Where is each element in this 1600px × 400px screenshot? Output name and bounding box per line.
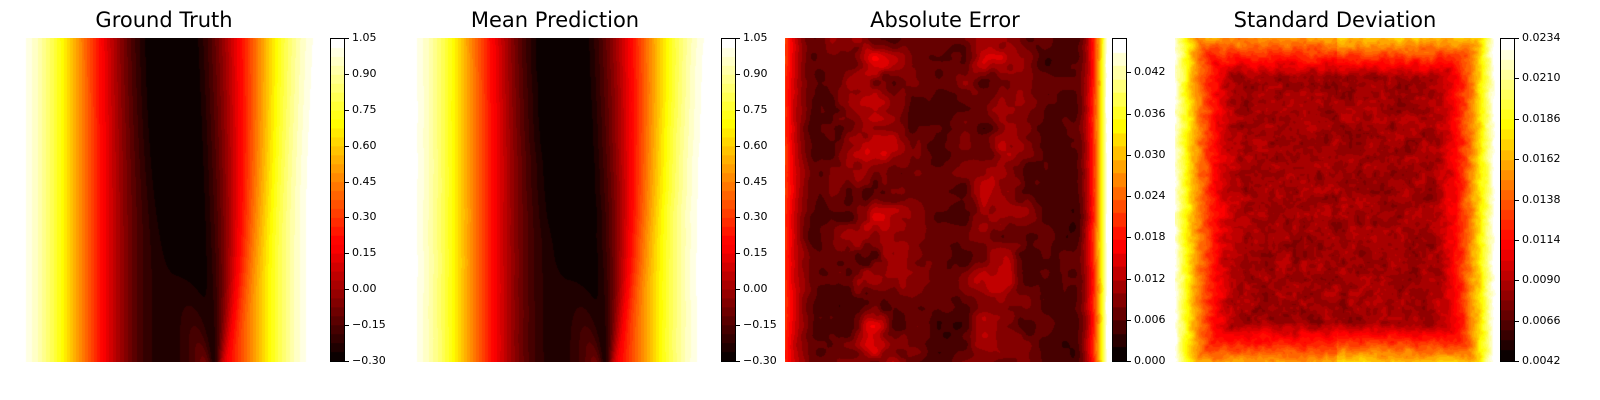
colorbar [1112,38,1127,362]
tick-mark [345,38,349,39]
chart-title: Ground Truth [95,8,233,32]
tick-mark [345,253,349,254]
chart-title: Absolute Error [870,8,1020,32]
tick-label: 0.0186 [1522,112,1561,125]
tick-label: 0.0138 [1522,193,1561,206]
tick-mark [345,182,349,183]
colorbar [721,38,736,362]
colorbar-ticks: −0.30 −0.15 0.00 0.15 0.30 0.45 0.60 0.75 0.90 1.… [345,31,405,367]
heatmap-standard-deviation [1175,38,1499,362]
colorbar [1500,38,1515,362]
tick-mark [1127,72,1131,73]
tick-mark [1127,196,1131,197]
tick-label: 0.0090 [1522,273,1561,286]
heatmap-ground-truth [4,38,328,362]
tick-mark [1515,321,1519,322]
tick-label: 0.30 [743,210,768,223]
tick-mark [736,110,740,111]
tick-label: 0.45 [352,175,377,188]
tick-mark [736,146,740,147]
colorbar-ticks: 0.000 0.006 0.012 0.018 0.024 0.030 0.036 0.042 [1127,38,1187,367]
heatmap-absolute-error [785,38,1109,362]
tick-mark [345,289,349,290]
panel-absolute-error: Absolute Error 0.000 0.006 0.012 0.018 0.024… [785,8,1187,367]
tick-mark [345,361,349,362]
colorbar-ticks: 0.0042 0.0066 0.0090 0.0114 0.0138 0.0162 0.01… [1515,31,1575,367]
tick-mark [1515,240,1519,241]
tick-label: 0.0066 [1522,314,1561,327]
tick-label: −0.30 [743,354,777,367]
tick-mark [1515,78,1519,79]
colorbar-ticks: −0.30 −0.15 0.00 0.15 0.30 0.45 0.60 0.75 0.90 1.… [736,31,796,367]
tick-mark [736,182,740,183]
tick-mark [345,146,349,147]
tick-label: 0.45 [743,175,768,188]
panel-mean-prediction: Mean Prediction −0.30 −0.15 0.00 0.15 0.30 0.… [395,8,796,367]
tick-mark [1515,159,1519,160]
tick-label: 0.90 [743,67,768,80]
tick-label: 0.0042 [1522,354,1561,367]
tick-label: 0.15 [743,246,768,259]
tick-mark [736,74,740,75]
tick-label: 0.006 [1134,313,1166,326]
chart-title: Mean Prediction [470,8,640,32]
tick-label: −0.30 [352,354,386,367]
tick-label: −0.15 [743,318,777,331]
tick-mark [1127,237,1131,238]
tick-mark [345,74,349,75]
tick-label: 0.024 [1134,189,1166,202]
tick-label: 0.00 [352,282,377,295]
chart-title: Standard Deviation [1233,8,1437,32]
tick-mark [345,110,349,111]
tick-mark [736,38,740,39]
tick-label: 0.60 [352,139,377,152]
tick-mark [1127,320,1131,321]
tick-mark [1127,155,1131,156]
tick-label: 0.0234 [1522,31,1561,44]
tick-mark [736,361,740,362]
tick-label: 0.036 [1134,107,1166,120]
tick-label: −0.15 [352,318,386,331]
tick-mark [1515,119,1519,120]
tick-label: 0.75 [743,103,768,116]
tick-mark [1515,361,1519,362]
tick-mark [345,325,349,326]
tick-label: 0.15 [352,246,377,259]
tick-label: 0.018 [1134,230,1166,243]
panel-ground-truth: Ground Truth −0.30 −0.15 0.00 0.15 0.30 0.45 0… [0,0,400,400]
tick-label: 0.000 [1134,354,1166,367]
tick-mark [1127,279,1131,280]
tick-label: 0.0114 [1522,233,1561,246]
tick-mark [736,253,740,254]
tick-mark [1515,280,1519,281]
tick-label: 0.90 [352,67,377,80]
tick-label: 0.00 [743,282,768,295]
tick-label: 0.042 [1134,65,1166,78]
tick-mark [736,289,740,290]
tick-label: 0.30 [352,210,377,223]
tick-mark [1127,114,1131,115]
tick-mark [736,325,740,326]
tick-mark [1515,200,1519,201]
heatmap-mean-prediction [395,38,719,362]
tick-mark [1515,38,1519,39]
tick-label: 0.0210 [1522,71,1561,84]
tick-label: 0.030 [1134,148,1166,161]
tick-mark [736,217,740,218]
tick-label: 0.0162 [1522,152,1561,165]
tick-label: 0.012 [1134,272,1166,285]
tick-label: 0.75 [352,103,377,116]
tick-mark [345,217,349,218]
tick-mark [1127,361,1131,362]
tick-label: 0.60 [743,139,768,152]
tick-label: 1.05 [743,31,768,44]
colorbar [330,38,345,362]
tick-label: 1.05 [352,31,377,44]
